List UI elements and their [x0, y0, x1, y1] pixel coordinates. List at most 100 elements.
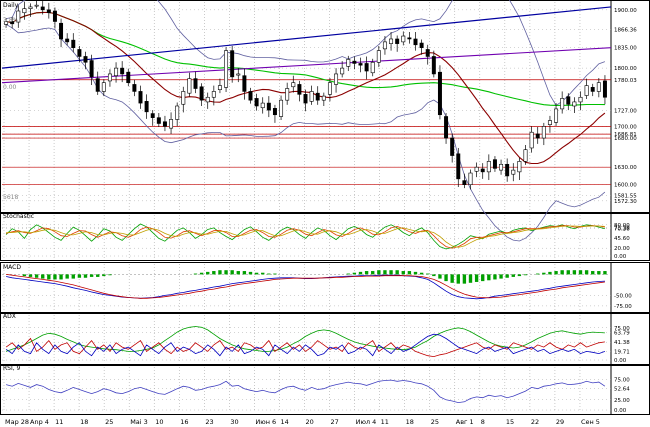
candle-body [224, 50, 229, 88]
macd-histogram-bar [83, 274, 88, 278]
macd-histogram-bar [71, 274, 75, 279]
candle-body [254, 98, 259, 107]
candle-body [554, 108, 559, 123]
candle-body [346, 59, 351, 67]
candle-body [517, 161, 522, 173]
candle-body [547, 120, 552, 125]
macd-histogram-bar [438, 274, 442, 279]
macd-histogram-bar [578, 270, 583, 275]
macd-histogram-bar [511, 274, 515, 277]
macd-histogram-bar [419, 272, 424, 275]
candle-body [505, 163, 510, 177]
y-tick-label: 70.36 [614, 227, 630, 233]
candle-body [529, 131, 534, 149]
macd-histogram-bar [28, 274, 33, 277]
candle-body [272, 108, 277, 116]
macd-histogram-bar [47, 274, 51, 280]
macd-histogram-bar [517, 274, 522, 277]
candle-body [144, 101, 149, 113]
x-tick-label: 25 [105, 418, 113, 426]
candle-body [352, 60, 357, 64]
candle-body [248, 91, 253, 101]
candle-body [456, 153, 461, 180]
x-axis-labels: Map 28 Anp 4 11 18 25 Mai 3 10 16 23 30 Июн 6 14 20 2… [5, 418, 600, 426]
bollinger-lower [5, 24, 606, 242]
adx-pane-label: ADX [3, 313, 16, 320]
macd-histogram-bar [383, 270, 387, 275]
y-axis-labels: 1900.00 1866.36 1835.00 1800.00 1780.03 1727.… [614, 8, 637, 414]
stochastic-line-3 [6, 225, 605, 248]
candle-body [419, 42, 424, 49]
macd-histogram-bar [267, 273, 271, 275]
candle-body [358, 63, 363, 66]
candle-body [175, 105, 180, 120]
candle-body [150, 113, 155, 118]
x-tick-label: Авг 1 [456, 418, 474, 426]
candle-body [120, 67, 125, 75]
y-tick-label: 1572.30 [614, 199, 637, 205]
candle-body [22, 8, 27, 14]
macd-histogram-bar [77, 274, 82, 278]
macd-histogram-bar [450, 274, 454, 283]
candle-body [413, 38, 418, 46]
macd-histogram-bar [401, 271, 405, 275]
macd-histogram-bar [89, 274, 94, 277]
x-tick-label: Сен 5 [581, 418, 600, 426]
macd-histogram-bar [273, 273, 277, 275]
y-tick-label: 0.00 [614, 254, 627, 260]
candle-body [444, 116, 449, 139]
macd-histogram-bar [218, 270, 222, 275]
candle-body [474, 166, 479, 172]
candle-body [199, 86, 204, 101]
macd-histogram-bar [481, 274, 485, 282]
candle-body [340, 67, 345, 75]
candle-body [65, 38, 70, 43]
x-tick-label: 30 [230, 418, 238, 426]
y-tick-label: 1680.00 [614, 136, 637, 142]
candle-body [4, 21, 9, 25]
candle-body [132, 84, 137, 92]
macd-histogram-bar [432, 274, 436, 277]
macd-histogram-bar [254, 272, 259, 275]
macd-histogram-bar [212, 271, 216, 275]
x-tick-label: 11 [55, 418, 63, 426]
candle-body [315, 92, 320, 101]
macd-histogram-bar [560, 270, 564, 275]
price-tag-3: 5618 [3, 194, 18, 201]
macd-histogram-bar [474, 274, 479, 282]
y-tick-label: 1780.03 [614, 78, 637, 84]
x-tick-label: 10 [155, 418, 163, 426]
candle-body [321, 95, 326, 101]
x-tick-label: Июл 4 [356, 418, 377, 426]
macd-histogram-bar [389, 270, 393, 275]
candle-body [401, 35, 406, 43]
candle-body [101, 82, 106, 92]
macd-histogram-bar [193, 273, 198, 275]
price-pane-label: Daily [3, 2, 19, 9]
x-tick-label: 8 [481, 418, 485, 426]
candle-body [89, 60, 94, 78]
candle-body [28, 6, 33, 9]
candle-body [492, 159, 497, 169]
candle-body [52, 10, 57, 22]
macd-histogram-bar [523, 274, 528, 276]
candle-body [303, 94, 308, 104]
macd-histogram-bar [591, 271, 595, 275]
x-tick-label: Anp 4 [30, 418, 49, 426]
macd-histogram-bar [395, 270, 399, 275]
x-tick-label: 11 [381, 418, 389, 426]
macd-histogram-bar [224, 270, 228, 275]
candle-body [511, 169, 516, 175]
trend-line-blue [1, 6, 612, 69]
macd-histogram-bar [371, 271, 375, 275]
macd-histogram-bar [53, 274, 57, 280]
x-tick-label: 14 [280, 418, 288, 426]
candle-body [40, 6, 45, 11]
macd-histogram-bar [34, 274, 39, 278]
macd-histogram-bar [566, 270, 570, 275]
candle-body [297, 84, 302, 95]
candle-body [389, 38, 394, 44]
candle-body [236, 73, 241, 76]
candle-body [584, 85, 589, 96]
